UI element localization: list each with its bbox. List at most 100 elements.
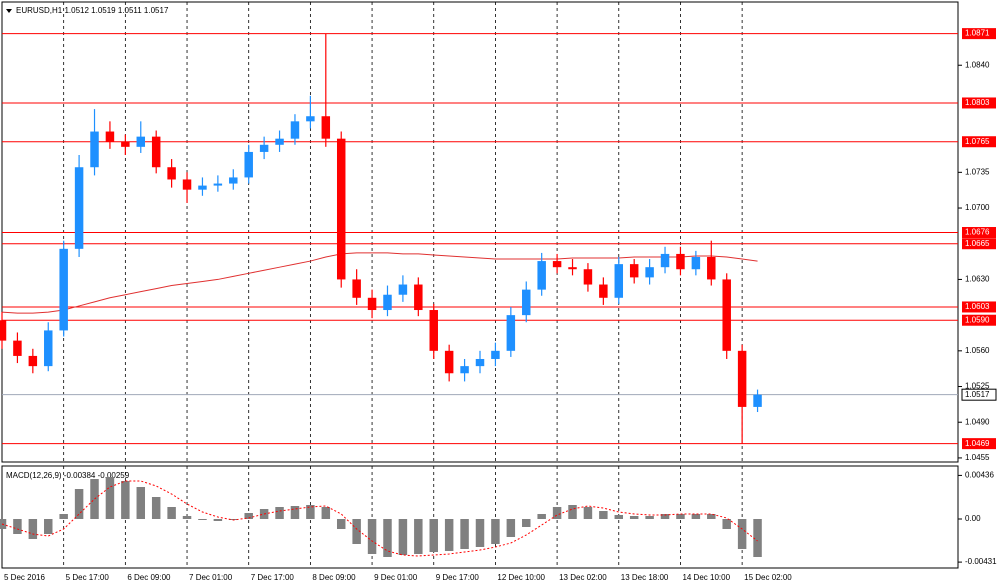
histogram-bar [321,507,331,519]
candle-body [552,261,562,268]
x-tick-label: 9 Dec 01:00 [374,573,418,582]
x-tick-label: 6 Dec 09:00 [127,573,171,582]
histogram-bar [722,519,731,529]
histogram-bar [167,507,176,519]
histogram-bar [444,519,454,551]
level-label-box [962,28,996,40]
x-tick-label: 7 Dec 17:00 [251,573,295,582]
level-label-box [962,227,996,239]
moving-average [1,252,758,314]
histogram-bar [614,515,624,519]
level-label: 1.0665 [965,239,990,248]
histogram-bar [151,497,161,519]
y-tick-label: 0.00 [965,514,981,523]
histogram-bar [90,479,99,519]
y-tick-label: 0.00436 [965,471,994,480]
histogram-bar [691,514,701,519]
candle-body [0,320,7,341]
level-label-box [962,136,996,148]
x-tick-label: 12 Dec 10:00 [497,573,545,582]
histogram-bar [213,519,223,521]
candle-body [614,264,624,298]
histogram-bar [336,519,346,529]
candle-body [336,138,346,280]
y-tick-label: 1.0525 [965,382,990,391]
level-label-box [962,97,996,109]
histogram-bar [491,519,500,544]
y-tick-label: 1.0700 [965,203,990,212]
candle-body [151,136,161,168]
candle-body [691,256,701,270]
candle-body [352,279,361,298]
candle-body [737,350,747,407]
histogram-bar [290,506,300,519]
candle-body [537,261,546,290]
bid-label-box [961,388,997,401]
candle-body [213,183,223,186]
y-tick-label: 1.0735 [965,167,990,176]
level-label: 1.0676 [965,228,990,237]
x-tick-label: 14 Dec 10:00 [682,573,730,582]
chart-title: EURUSD,H1 1.0512 1.0519 1.0511 1.0517 [16,6,169,15]
histogram-bar [398,519,408,555]
candle-body [414,284,423,311]
candle-body [491,350,500,359]
candle-body [660,253,670,268]
histogram-bar [244,513,253,519]
y-tick-label: 1.0455 [965,453,990,462]
histogram-bar [105,477,115,519]
candle-body [568,267,577,270]
candle-body [444,350,454,374]
candle-body [136,136,146,147]
bid-label: 1.0517 [965,390,990,399]
histogram-bar [522,519,531,527]
candle-body [321,116,331,139]
candle-body [583,269,593,285]
histogram-bar [306,505,315,519]
histogram-bar [475,519,485,547]
candle-body [121,141,130,147]
candle-body [44,330,53,367]
candle-body [753,394,762,407]
candle-body [398,284,408,295]
candle-body [90,131,99,168]
x-tick-label: 8 Dec 09:00 [312,573,356,582]
level-label-box [962,314,996,326]
candle-body [429,310,438,351]
histogram-bar [198,519,207,520]
candle-body [28,355,38,367]
histogram-bar [660,514,670,519]
level-label: 1.0765 [965,137,990,146]
histogram-bar [352,519,361,544]
histogram-bar [429,519,438,552]
candle-body [676,253,685,270]
x-tick-label: 13 Dec 18:00 [621,573,669,582]
candle-body [629,264,639,278]
histogram-bar [753,519,762,557]
level-label-box [962,301,996,313]
x-tick-label: 9 Dec 17:00 [436,573,480,582]
histogram-bar [645,516,654,519]
histogram-bar [367,519,377,554]
candle-body [59,248,68,331]
histogram-bar [28,519,38,539]
candle-body [290,121,300,139]
histogram-bar [676,514,685,519]
level-label-box [962,238,996,250]
level-label: 1.0603 [965,302,990,311]
histogram-bar [74,489,84,519]
x-tick-label: 13 Dec 02:00 [559,573,607,582]
y-tick-label: 1.0560 [965,346,990,355]
histogram-bar [707,514,716,519]
histogram-bar [59,514,68,519]
histogram-bar [599,511,608,519]
macd-panel [1,465,959,569]
histogram-bar [583,507,593,519]
level-label: 1.0871 [965,29,990,38]
candle-body [13,340,22,356]
histogram-bar [414,519,423,554]
menu-arrow[interactable] [6,9,12,13]
macd-title: MACD(12,26,9) -0.00384 -0.00259 [6,471,130,480]
